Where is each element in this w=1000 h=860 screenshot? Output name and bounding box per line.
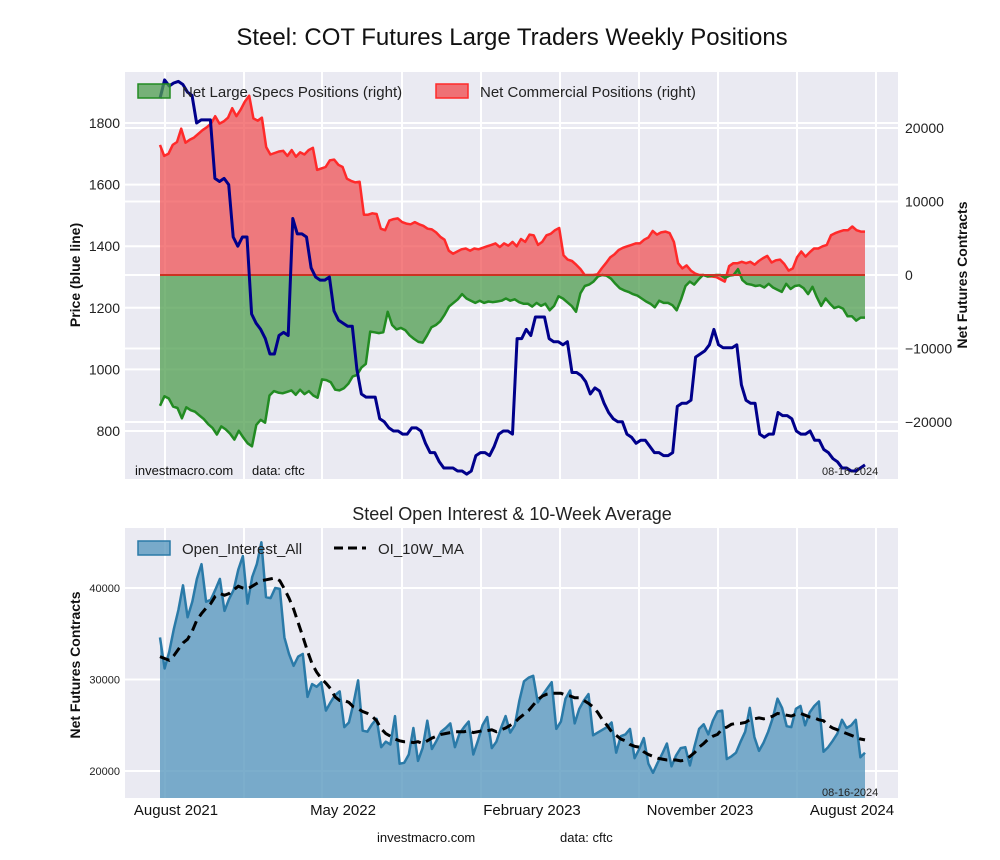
price-tick-label: 1400: [89, 238, 120, 254]
oi-axis-ticks: 20000 30000 40000: [89, 583, 120, 778]
legend-label-oi: Open_Interest_All: [182, 541, 302, 558]
oi-tick-label: 20000: [89, 766, 120, 778]
contracts-tick-label: 10000: [905, 194, 944, 210]
oi-10w-ma-line: [159, 576, 866, 763]
price-tick-label: 800: [97, 423, 121, 439]
legend-swatch-commercial: [435, 83, 469, 99]
net-commercial-area-line: [158, 94, 865, 283]
legend-swatch-specs: [137, 83, 171, 99]
contracts-axis-ticks: −20000 −10000 0 10000 20000: [905, 120, 952, 430]
contracts-tick-label: 20000: [905, 120, 944, 136]
price-tick-label: 1000: [89, 361, 120, 377]
oi-date-annotation: 08-16-2024: [822, 787, 878, 799]
date-annotation: 08-16-2024: [822, 466, 878, 478]
oi-chart-title: Steel Open Interest & 10-Week Average: [352, 504, 672, 524]
oi-tick-label: 40000: [89, 583, 120, 595]
legend-label-commercial: Net Commercial Positions (right): [480, 84, 696, 101]
data-annotation: data: cftc: [252, 463, 305, 478]
contracts-tick-label: 0: [905, 267, 913, 283]
contracts-tick-label: −20000: [905, 414, 952, 430]
date-tick-label: May 2022: [310, 802, 376, 819]
price-axis-ticks: 800 1000 1200 1400 1600 1800: [89, 115, 120, 439]
price-axis-label: Price (blue line): [67, 223, 83, 327]
price-tick-label: 1800: [89, 115, 120, 131]
price-line-group: [158, 78, 866, 476]
date-tick-label: February 2023: [483, 802, 581, 819]
net-specs-area-line: [158, 267, 865, 448]
price-tick-label: 1200: [89, 300, 120, 316]
legend-swatch-oi: [137, 540, 171, 556]
oi-axis-label: Net Futures Contracts: [67, 591, 83, 738]
price-line: [158, 78, 866, 476]
footer-source: investmacro.com: [377, 830, 475, 845]
oi-tick-label: 30000: [89, 675, 120, 687]
legend-label-specs: Net Large Specs Positions (right): [182, 84, 402, 101]
net-commercial-area-fill: [160, 95, 865, 282]
footer-data: data: cftc: [560, 830, 613, 845]
date-tick-label: November 2023: [647, 802, 754, 819]
legend-label-ma: OI_10W_MA: [378, 541, 464, 558]
date-tick-label: August 2021: [134, 802, 218, 819]
date-axis-ticks: August 2021 May 2022 February 2023 November…: [134, 802, 894, 819]
open-interest-area-fill: [160, 542, 865, 798]
contracts-axis-label: Net Futures Contracts: [954, 201, 970, 348]
chart-title: Steel: COT Futures Large Traders Weekly …: [236, 24, 787, 51]
price-tick-label: 1600: [89, 177, 120, 193]
source-annotation: investmacro.com: [135, 463, 233, 478]
positions-panel: 800 1000 1200 1400 1600 1800 −20000 −10000 0 100…: [67, 72, 970, 479]
date-tick-label: August 2024: [810, 802, 894, 819]
oi-ma-group: [159, 576, 866, 763]
open-interest-panel: 20000 30000 40000 August 2021 May 2022 Febru…: [67, 528, 898, 819]
contracts-tick-label: −10000: [905, 341, 952, 357]
